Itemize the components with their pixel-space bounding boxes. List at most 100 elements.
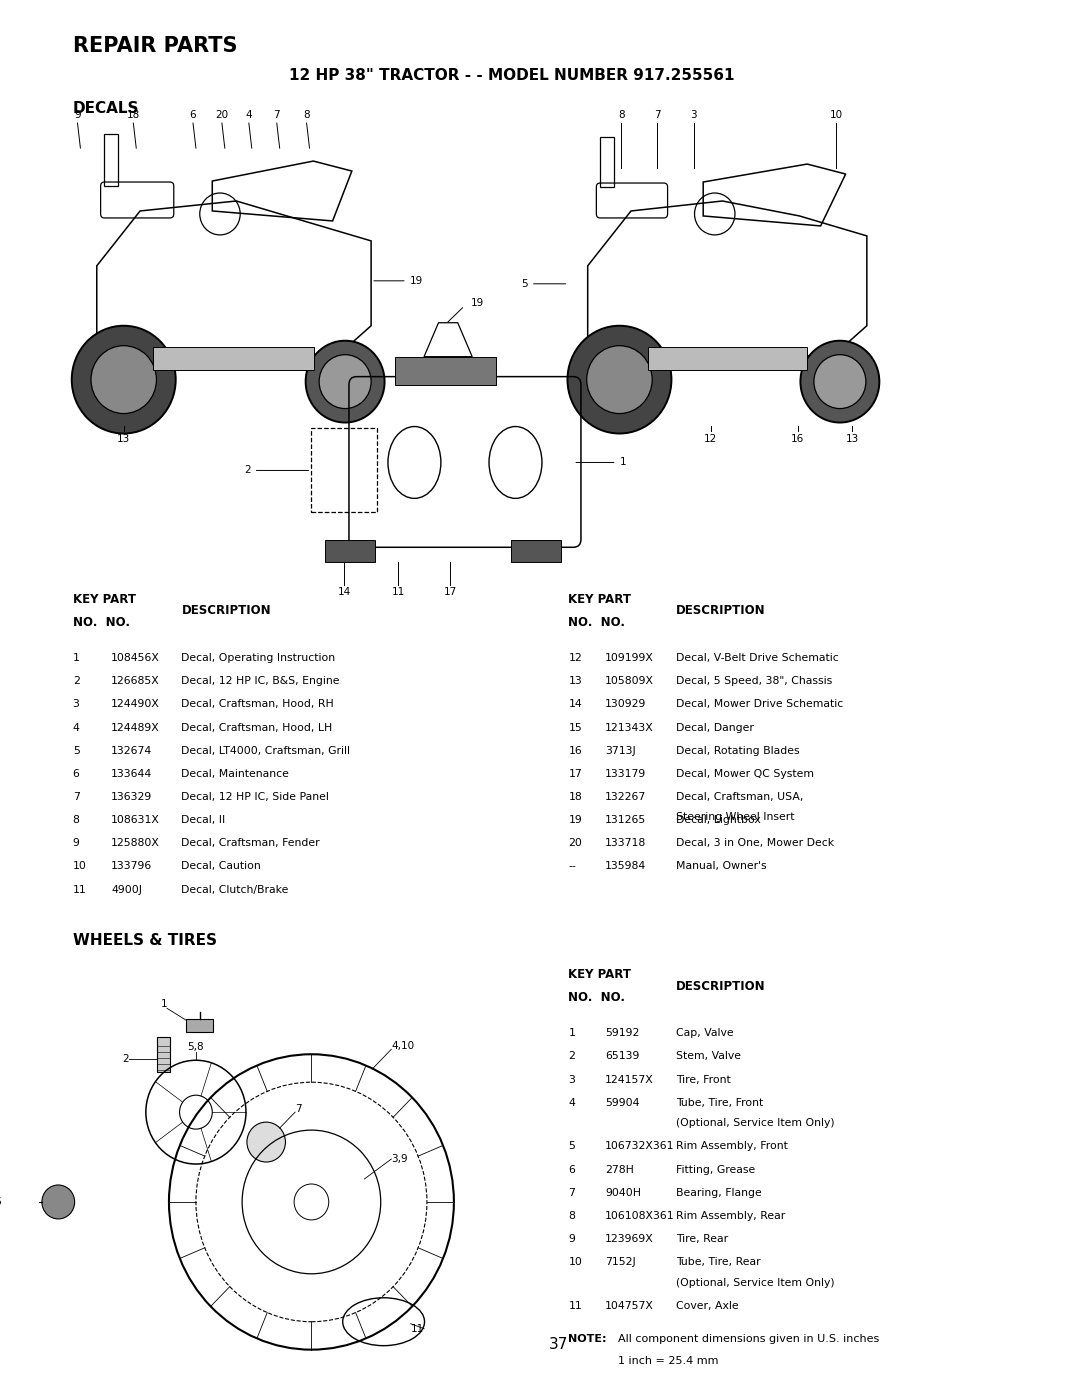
Text: 131265: 131265 [605, 815, 646, 825]
Text: 19: 19 [471, 298, 484, 308]
Text: 18: 18 [568, 792, 582, 802]
Text: Fitting, Grease: Fitting, Grease [676, 1165, 756, 1174]
Text: Decal, Craftsman, Hood, RH: Decal, Craftsman, Hood, RH [181, 700, 334, 710]
Text: 130929: 130929 [605, 700, 647, 710]
Text: 4: 4 [72, 722, 80, 733]
Text: 109199X: 109199X [605, 653, 653, 663]
Text: 121343X: 121343X [605, 722, 653, 733]
Text: Decal, Craftsman, Hood, LH: Decal, Craftsman, Hood, LH [181, 722, 333, 733]
Text: Stem, Valve: Stem, Valve [676, 1052, 741, 1062]
Text: 7: 7 [72, 792, 80, 802]
Text: 133796: 133796 [111, 862, 152, 872]
Text: 8: 8 [618, 110, 624, 120]
Text: KEY PART: KEY PART [72, 593, 136, 606]
Text: Decal, LT4000, Craftsman, Grill: Decal, LT4000, Craftsman, Grill [181, 745, 351, 756]
Text: Decal, V-Belt Drive Schematic: Decal, V-Belt Drive Schematic [676, 653, 839, 663]
Text: 6: 6 [568, 1165, 576, 1174]
Text: 9: 9 [568, 1233, 576, 1244]
Text: 108456X: 108456X [111, 653, 160, 663]
Text: 19: 19 [568, 815, 582, 825]
Text: 8: 8 [72, 815, 80, 825]
Text: 12: 12 [568, 653, 582, 663]
Text: Steering Wheel Insert: Steering Wheel Insert [676, 813, 795, 822]
Text: Rim Assembly, Rear: Rim Assembly, Rear [676, 1211, 785, 1221]
Text: KEY PART: KEY PART [568, 968, 632, 982]
Bar [105, 135, 118, 186]
Text: KEY PART: KEY PART [568, 593, 632, 606]
Text: Bearing, Flange: Bearing, Flange [676, 1188, 762, 1198]
Text: 20: 20 [215, 110, 229, 120]
Text: Cap, Valve: Cap, Valve [676, 1028, 734, 1038]
Text: WHEELS & TIRES: WHEELS & TIRES [72, 932, 217, 947]
Text: 2: 2 [244, 466, 309, 476]
Text: Decal, 5 Speed, 38", Chassis: Decal, 5 Speed, 38", Chassis [676, 676, 833, 686]
Text: 3: 3 [72, 700, 80, 710]
Text: 16: 16 [568, 745, 582, 756]
Text: Decal, 12 HP IC, B&S, Engine: Decal, 12 HP IC, B&S, Engine [181, 676, 340, 686]
Text: 37: 37 [549, 1336, 568, 1352]
Text: 133644: 133644 [111, 769, 152, 778]
Text: 7: 7 [568, 1188, 576, 1198]
Text: 133718: 133718 [605, 839, 646, 848]
Text: 105809X: 105809X [605, 676, 654, 686]
Text: 7: 7 [295, 1104, 301, 1114]
Text: Tube, Tire, Rear: Tube, Tire, Rear [676, 1257, 761, 1268]
Text: 9040H: 9040H [605, 1188, 642, 1198]
Bar [311, 428, 377, 513]
Text: 10: 10 [568, 1257, 582, 1268]
Circle shape [800, 341, 879, 422]
Text: 16: 16 [791, 433, 805, 444]
Bar [152, 346, 314, 370]
Text: DECALS: DECALS [72, 102, 139, 116]
Text: 5: 5 [72, 745, 80, 756]
Text: (Optional, Service Item Only): (Optional, Service Item Only) [676, 1277, 835, 1287]
Text: Rim Assembly, Front: Rim Assembly, Front [676, 1141, 788, 1151]
Text: 11: 11 [568, 1301, 582, 1310]
Text: 12: 12 [704, 433, 717, 444]
Text: Tire, Front: Tire, Front [676, 1075, 731, 1085]
Text: 106732X361: 106732X361 [605, 1141, 675, 1151]
Text: 11: 11 [410, 1324, 423, 1334]
Text: REPAIR PARTS: REPAIR PARTS [72, 36, 238, 56]
Text: 11: 11 [72, 884, 86, 895]
Text: 3,9: 3,9 [391, 1154, 408, 1165]
Text: 59904: 59904 [605, 1097, 639, 1108]
Text: Decal, II: Decal, II [181, 815, 226, 825]
Circle shape [91, 345, 157, 414]
Text: 7152J: 7152J [605, 1257, 636, 1268]
Text: 19: 19 [374, 276, 423, 286]
Bar [511, 540, 561, 562]
Text: 2: 2 [72, 676, 80, 686]
Text: 108631X: 108631X [111, 815, 160, 825]
Text: Decal, Craftsman, Fender: Decal, Craftsman, Fender [181, 839, 320, 848]
Text: 124490X: 124490X [111, 700, 160, 710]
Text: 1: 1 [576, 458, 626, 468]
Text: 6: 6 [190, 110, 197, 120]
Text: Decal, Mower QC System: Decal, Mower QC System [676, 769, 814, 778]
Text: 4: 4 [568, 1097, 576, 1108]
Text: 13: 13 [117, 433, 131, 444]
Text: 123969X: 123969X [605, 1233, 653, 1244]
Text: 7: 7 [653, 110, 660, 120]
Text: --: -- [568, 862, 577, 872]
Circle shape [306, 341, 384, 422]
Text: 133179: 133179 [605, 769, 646, 778]
Text: 1: 1 [568, 1028, 576, 1038]
Circle shape [42, 1185, 75, 1218]
Text: 1: 1 [72, 653, 80, 663]
Text: 7: 7 [273, 110, 280, 120]
Text: 125880X: 125880X [111, 839, 160, 848]
Text: Decal, Rotating Blades: Decal, Rotating Blades [676, 745, 800, 756]
Text: 132674: 132674 [111, 745, 152, 756]
Text: Decal, Lightbox: Decal, Lightbox [676, 815, 761, 825]
Text: DESCRIPTION: DESCRIPTION [676, 979, 766, 993]
Text: 8: 8 [303, 110, 310, 120]
Text: Cover, Axle: Cover, Axle [676, 1301, 739, 1310]
Text: 3: 3 [568, 1075, 576, 1085]
Text: 59192: 59192 [605, 1028, 639, 1038]
Text: All component dimensions given in U.S. inches: All component dimensions given in U.S. i… [619, 1334, 880, 1343]
Text: 9: 9 [72, 839, 80, 848]
Text: DESCRIPTION: DESCRIPTION [676, 605, 766, 617]
Text: NOTE:: NOTE: [568, 1334, 607, 1343]
Text: Decal, Mower Drive Schematic: Decal, Mower Drive Schematic [676, 700, 843, 710]
